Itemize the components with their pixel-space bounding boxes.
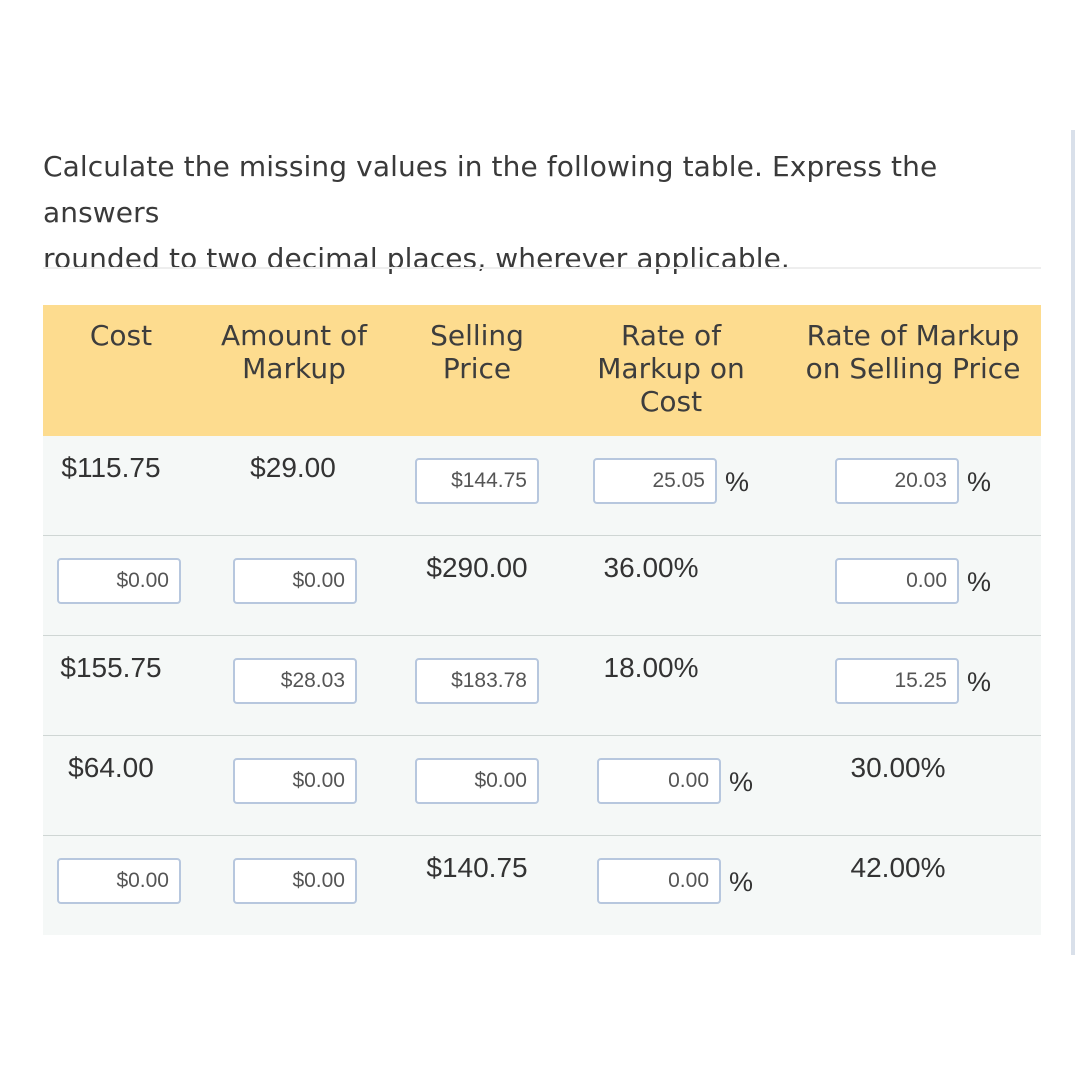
input-cost[interactable]: $0.00 xyxy=(57,858,181,904)
table-row: $155.75 $28.03 $183.78 18.00% 15.25% xyxy=(43,635,1041,735)
input-cost[interactable]: $0.00 xyxy=(57,558,181,604)
question-line-1: Calculate the missing values in the foll… xyxy=(43,150,938,229)
cell-value: $140.75 xyxy=(426,852,528,883)
input-selling[interactable]: $0.00 xyxy=(415,758,539,804)
input-markup[interactable]: $0.00 xyxy=(233,858,357,904)
divider xyxy=(43,267,1041,269)
cell-rate-cost: 36.00% xyxy=(563,536,779,635)
input-rate-selling[interactable]: 15.25 xyxy=(835,658,959,704)
cell-rate-selling: 42.00% xyxy=(779,836,1041,935)
input-selling[interactable]: $183.78 xyxy=(415,658,539,704)
cell-value: $64.00 xyxy=(68,752,154,783)
table-row: $0.00 $0.00 $290.00 36.00% 0.00% xyxy=(43,535,1041,635)
table-row: $115.75 $29.00 $144.75 25.05% 20.03% xyxy=(43,436,1041,535)
table-header: Cost Amount of Markup Selling Price Rate… xyxy=(43,305,1041,436)
percent-sign: % xyxy=(967,667,992,697)
header-rate-markup-selling: Rate of Markup on Selling Price xyxy=(805,319,1021,385)
cell-value: $29.00 xyxy=(250,452,336,483)
percent-sign: % xyxy=(729,767,754,797)
cell-cost: $64.00 xyxy=(43,736,195,835)
markup-table: Cost Amount of Markup Selling Price Rate… xyxy=(43,305,1041,935)
header-cost: Cost xyxy=(89,319,153,352)
cell-rate-selling: 30.00% xyxy=(779,736,1041,835)
table-body: $115.75 $29.00 $144.75 25.05% 20.03% $0.00 $0.… xyxy=(43,436,1041,935)
question-text: Calculate the missing values in the foll… xyxy=(43,144,1043,282)
header-rate-markup-cost: Rate of Markup on Cost xyxy=(597,319,745,418)
percent-sign: % xyxy=(729,867,754,897)
percent-sign: % xyxy=(967,467,992,497)
input-rate-cost[interactable]: 25.05 xyxy=(593,458,717,504)
cell-cost: $155.75 xyxy=(43,636,195,735)
question-line-2: rounded to two decimal places, wherever … xyxy=(43,242,790,275)
percent-sign: % xyxy=(725,467,750,497)
cell-cost: $115.75 xyxy=(43,436,195,535)
input-rate-cost[interactable]: 0.00 xyxy=(597,858,721,904)
cell-selling: $290.00 xyxy=(391,536,563,635)
cell-value: 36.00% xyxy=(603,552,699,583)
cell-value: 18.00% xyxy=(603,652,699,683)
cell-value: $115.75 xyxy=(61,452,161,483)
table-row: $64.00 $0.00 $0.00 0.00% 30.00% xyxy=(43,735,1041,835)
cell-selling: $140.75 xyxy=(391,836,563,935)
input-rate-cost[interactable]: 0.00 xyxy=(597,758,721,804)
cell-markup: $29.00 xyxy=(195,436,391,535)
cell-value: $155.75 xyxy=(60,652,162,683)
input-selling[interactable]: $144.75 xyxy=(415,458,539,504)
header-selling-price: Selling Price xyxy=(430,319,524,385)
cell-value: $290.00 xyxy=(426,552,528,583)
percent-sign: % xyxy=(967,567,992,597)
page-right-border xyxy=(1071,130,1075,955)
table-row: $0.00 $0.00 $140.75 0.00% 42.00% xyxy=(43,835,1041,935)
input-rate-selling[interactable]: 0.00 xyxy=(835,558,959,604)
cell-rate-cost: 18.00% xyxy=(563,636,779,735)
cell-value: 30.00% xyxy=(850,752,946,783)
input-markup[interactable]: $0.00 xyxy=(233,758,357,804)
input-markup[interactable]: $0.00 xyxy=(233,558,357,604)
input-rate-selling[interactable]: 20.03 xyxy=(835,458,959,504)
input-markup[interactable]: $28.03 xyxy=(233,658,357,704)
header-amount-of-markup: Amount of Markup xyxy=(221,319,367,385)
cell-value: 42.00% xyxy=(850,852,946,883)
